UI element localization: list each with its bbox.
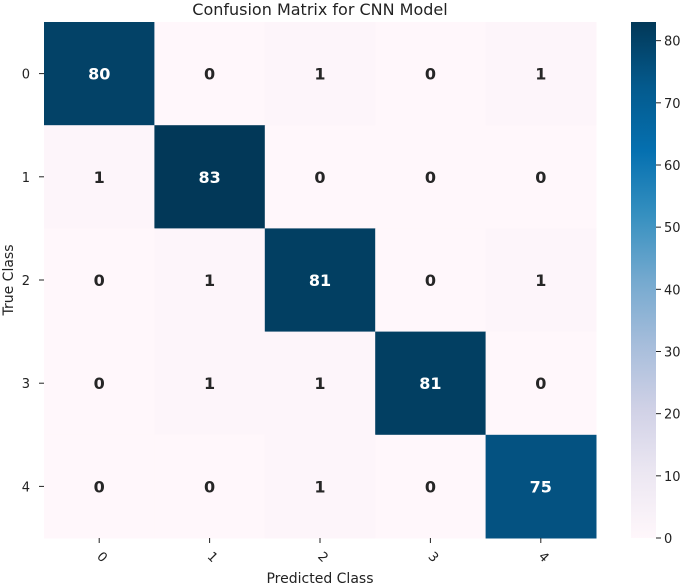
colorbar-tick-label: 30 xyxy=(664,345,681,360)
colorbar-tick-label: 10 xyxy=(664,470,681,485)
chart-title: Confusion Matrix for CNN Model xyxy=(192,0,447,19)
heatmap-cell xyxy=(485,331,597,436)
cell-value-label: 0 xyxy=(204,477,215,496)
cell-value-label: 0 xyxy=(425,65,436,84)
cell-value-label: 0 xyxy=(535,374,546,393)
cell-value-label: 1 xyxy=(204,374,215,393)
colorbar-tick-label: 70 xyxy=(664,97,681,112)
y-tick-label: 2 xyxy=(22,274,30,289)
cell-value-label: 0 xyxy=(314,168,325,187)
colorbar-tick-label: 0 xyxy=(664,532,672,547)
cell-value-label: 1 xyxy=(535,271,546,290)
cell-value-label: 1 xyxy=(204,271,215,290)
heatmap-cell xyxy=(375,125,487,229)
cell-value-label: 1 xyxy=(314,65,325,84)
cell-value-label: 80 xyxy=(88,65,110,84)
colorbar-ticks: 0 10 20 30 40 50 60 70 80 xyxy=(656,35,681,547)
heatmap-cell xyxy=(44,434,155,539)
heatmap-cell xyxy=(264,434,376,539)
cell-value-label: 83 xyxy=(198,168,220,187)
colorbar-tick-label: 40 xyxy=(664,283,681,298)
heatmap-cells: 80 0 1 0 1 1 83 0 0 0 0 1 81 0 1 0 1 1 81 0 0 0 1 0 75 xyxy=(44,22,597,539)
x-tick-label: 4 xyxy=(535,549,551,565)
heatmap-cell xyxy=(154,331,266,436)
heatmap-cell xyxy=(375,22,487,126)
heatmap-cell xyxy=(375,434,487,539)
heatmap-cell xyxy=(44,125,155,229)
cell-value-label: 0 xyxy=(94,271,105,290)
heatmap-cell xyxy=(264,228,376,333)
heatmap-cell xyxy=(44,228,155,333)
heatmap-cell xyxy=(154,125,266,229)
y-tick-label: 4 xyxy=(22,480,30,495)
cell-value-label: 81 xyxy=(419,374,441,393)
colorbar-tick-label: 80 xyxy=(664,35,681,50)
heatmap-cell xyxy=(264,331,376,436)
heatmap-cell xyxy=(485,228,597,333)
heatmap-cell xyxy=(44,22,155,126)
x-tick-label: 2 xyxy=(314,549,330,565)
heatmap-cell xyxy=(264,22,376,126)
y-tick-label: 3 xyxy=(22,377,30,392)
cell-value-label: 1 xyxy=(314,374,325,393)
heatmap-cell xyxy=(154,434,266,539)
cell-value-label: 1 xyxy=(94,168,105,187)
cell-value-label: 0 xyxy=(425,477,436,496)
cell-value-label: 1 xyxy=(535,65,546,84)
heatmap-cell xyxy=(154,228,266,333)
cell-value-label: 0 xyxy=(94,477,105,496)
heatmap-cell xyxy=(44,331,155,436)
heatmap-cell xyxy=(375,331,487,436)
heatmap-cell xyxy=(485,125,597,229)
colorbar xyxy=(631,22,656,538)
x-axis-label: Predicted Class xyxy=(266,571,373,586)
colorbar-tick-label: 50 xyxy=(664,221,681,236)
y-tick-label: 1 xyxy=(22,171,30,186)
heatmap-cell xyxy=(485,434,597,539)
heatmap-cell xyxy=(375,228,487,333)
x-tick-label: 3 xyxy=(425,549,441,565)
cell-value-label: 81 xyxy=(309,271,331,290)
x-tick-label: 0 xyxy=(93,549,109,565)
cell-value-label: 0 xyxy=(94,374,105,393)
x-axis-ticks: 0 1 2 3 4 xyxy=(93,538,552,566)
heatmap-cell xyxy=(264,125,376,229)
colorbar-tick-label: 20 xyxy=(664,408,681,423)
y-axis-ticks: 0 1 2 3 4 xyxy=(22,68,44,495)
heatmap-cell xyxy=(154,22,266,126)
cell-value-label: 0 xyxy=(535,168,546,187)
cell-value-label: 0 xyxy=(425,168,436,187)
cell-value-label: 0 xyxy=(425,271,436,290)
cell-value-label: 1 xyxy=(314,477,325,496)
y-axis-label: True Class xyxy=(1,244,17,316)
cell-value-label: 0 xyxy=(204,65,215,84)
colorbar-tick-label: 60 xyxy=(664,159,681,174)
x-tick-label: 1 xyxy=(204,549,220,565)
y-tick-label: 0 xyxy=(22,68,30,83)
heatmap-cell xyxy=(485,22,597,126)
cell-value-label: 75 xyxy=(530,477,552,496)
